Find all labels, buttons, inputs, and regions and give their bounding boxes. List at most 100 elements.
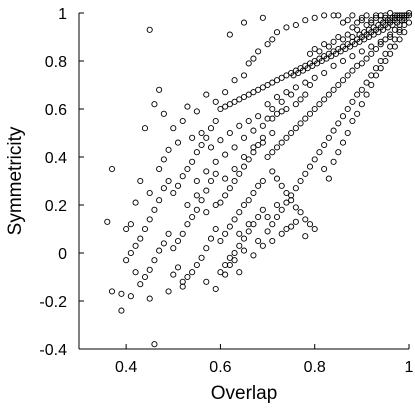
scatter-point <box>297 96 304 103</box>
scatter-point <box>184 103 191 110</box>
scatter-point <box>382 14 389 21</box>
scatter-point <box>335 149 342 156</box>
scatter-point <box>236 269 243 276</box>
scatter-point <box>377 57 384 65</box>
y-tick-label: 1 <box>58 6 67 23</box>
scatter-point <box>184 165 191 173</box>
scatter-point <box>236 96 243 103</box>
scatter-point <box>363 12 370 19</box>
x-tick-label: 1 <box>405 359 414 376</box>
scatter-point <box>273 93 281 101</box>
scatter-point <box>250 221 257 228</box>
scatter-point <box>170 189 177 197</box>
scatter-point <box>132 269 139 276</box>
scatter-point <box>146 26 153 33</box>
scatter-point <box>349 67 356 74</box>
scatter-point <box>212 170 219 177</box>
scatter-point <box>356 31 363 38</box>
scatter-point <box>354 19 361 26</box>
scatter-point <box>368 17 375 24</box>
scatter-point <box>222 271 229 278</box>
scatter-point <box>236 230 243 237</box>
scatter-point <box>179 173 186 180</box>
scatter-point <box>217 199 224 206</box>
scatter-point <box>405 19 413 26</box>
scatter-point <box>311 225 318 233</box>
scatter-point <box>328 53 335 60</box>
scatter-point <box>264 115 271 122</box>
scatter-point <box>387 9 394 17</box>
scatter-point <box>382 36 389 43</box>
scatter-point <box>255 237 262 245</box>
scatter-point <box>160 110 167 117</box>
x-tick-label: 0.4 <box>115 359 137 376</box>
scatter-point <box>283 225 290 233</box>
x-axis-label: Overlap <box>211 383 278 404</box>
scatter-point <box>255 182 262 189</box>
scatter-point <box>156 197 163 204</box>
scatter-point <box>255 86 262 93</box>
scatter-point <box>207 235 215 242</box>
scatter-point <box>321 41 328 48</box>
scatter-point <box>127 293 134 300</box>
scatter-point <box>325 175 332 182</box>
scatter-point <box>269 105 276 113</box>
scatter-point <box>151 206 158 213</box>
y-tick-label: 0.6 <box>45 102 67 119</box>
scatter-point <box>302 79 309 86</box>
scatter-point <box>311 74 318 81</box>
scatter-point <box>330 38 337 45</box>
scatter-point <box>231 77 238 84</box>
scatter-point <box>370 31 377 38</box>
scatter-point <box>387 43 394 50</box>
scatter-point <box>344 72 351 79</box>
scatter-point <box>297 120 304 127</box>
scatter-point <box>273 213 281 221</box>
scatter-point <box>306 81 314 89</box>
scatter-point <box>146 266 153 273</box>
scatter-point <box>174 237 182 245</box>
scatter-point <box>179 117 186 125</box>
scatter-point <box>151 257 158 264</box>
scatter-point <box>368 50 375 57</box>
scatter-point <box>160 240 167 247</box>
scatter-point <box>141 273 149 281</box>
scatter-point <box>375 21 382 29</box>
scatter-point <box>398 17 405 24</box>
scatter-point <box>335 33 342 41</box>
scatter-point <box>302 115 309 122</box>
scatter-point <box>203 187 210 194</box>
scatter-point <box>245 197 252 204</box>
scatter-point <box>217 105 224 113</box>
scatter-point <box>118 290 125 297</box>
scatter-point <box>321 96 328 103</box>
scatter-point <box>330 12 337 19</box>
scatter-point <box>273 110 281 117</box>
scatter-point <box>240 247 248 254</box>
scatter-point <box>137 281 144 288</box>
scatter-point <box>342 45 349 53</box>
scatter-point <box>344 105 351 113</box>
scatter-point <box>401 21 408 29</box>
scatter-point <box>250 252 257 259</box>
scatter-point <box>344 17 351 24</box>
scatter-point <box>240 93 248 101</box>
scatter-point <box>283 72 290 79</box>
scatter-point <box>391 36 398 43</box>
scatter-point <box>283 105 290 113</box>
scatter-point <box>283 189 290 197</box>
scatter-point <box>179 230 186 237</box>
scatter-point <box>316 101 323 108</box>
scatter-point <box>245 156 252 163</box>
scatter-point <box>264 41 271 48</box>
scatter-point <box>207 144 215 151</box>
scatter-point <box>264 153 271 161</box>
scatter-point <box>193 149 200 156</box>
scatter-point <box>349 53 356 60</box>
scatter-point <box>309 62 316 69</box>
scatter-point <box>165 288 172 295</box>
scatter-point <box>203 168 210 175</box>
scatter-point <box>325 43 332 50</box>
scatter-point <box>318 57 325 65</box>
